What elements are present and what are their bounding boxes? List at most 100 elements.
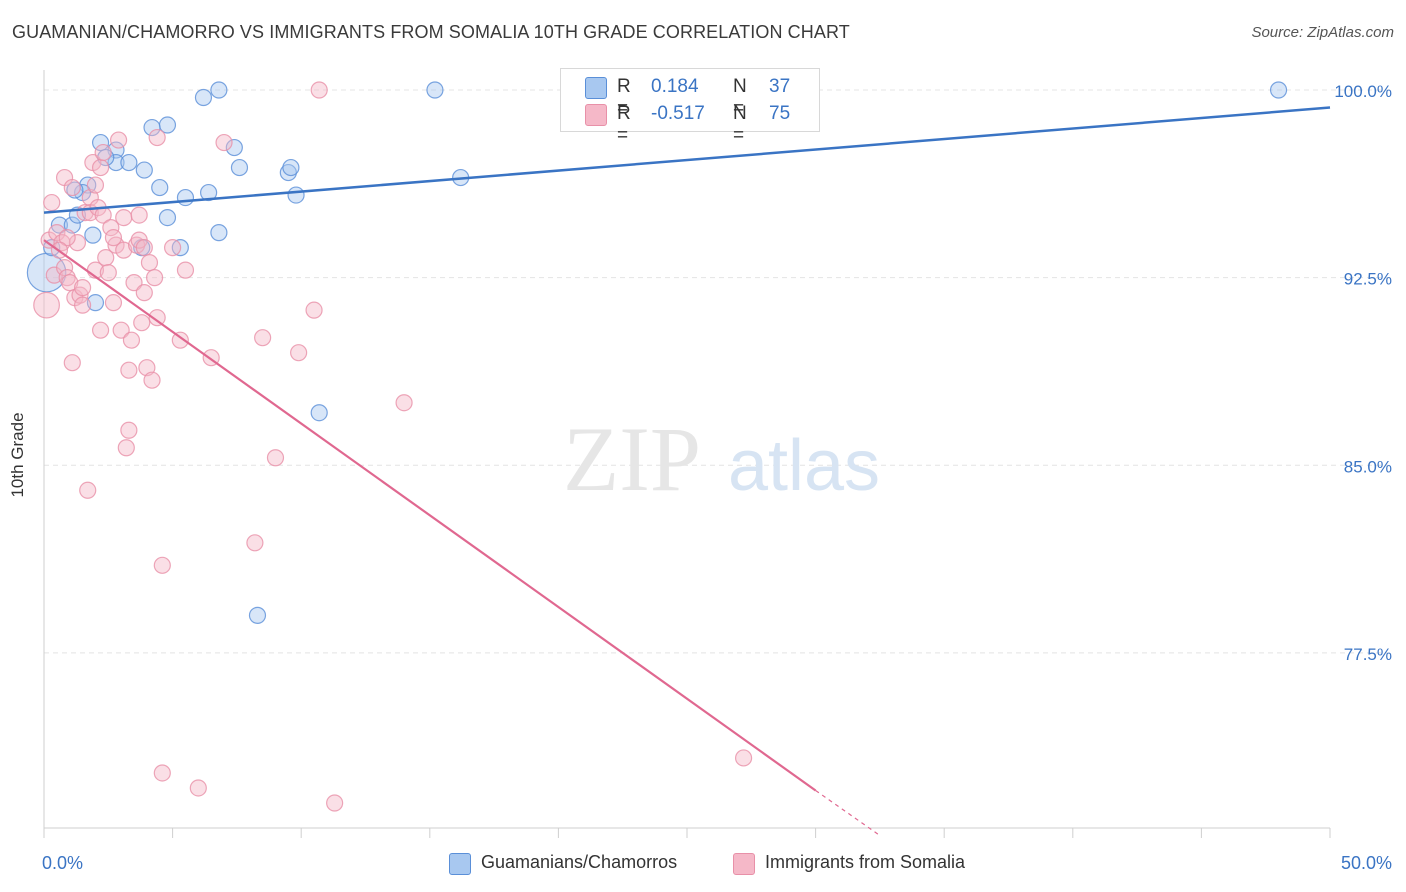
bottom-legend-swatch-pink [733, 853, 755, 875]
guamanian-point [287, 186, 305, 204]
tick-labels: 100.0% 92.5% 85.0% 77.5% 0.0% 50.0% [42, 82, 1392, 873]
watermark: ZIP atlas [563, 408, 880, 510]
somalia-point [246, 534, 264, 552]
guamanian-point [151, 178, 169, 197]
legend-r-value: -0.517 [651, 103, 705, 124]
bottom-legend-label: Guamanians/Chamorros [481, 852, 678, 872]
somalia-point [68, 234, 87, 252]
somalia-point [140, 254, 159, 272]
somalia-point [120, 361, 138, 379]
somalia-point [143, 371, 161, 389]
somalia-point [79, 481, 97, 499]
somalia-point [153, 556, 171, 574]
somalia-point [63, 178, 81, 197]
somalia-point [112, 321, 130, 339]
somalia-trend-line [43, 239, 817, 792]
somalia-point [135, 284, 153, 302]
somalia-point [63, 354, 81, 372]
guamanian-point [310, 404, 328, 422]
somalia-point [109, 131, 128, 149]
guamanian-point [210, 224, 228, 242]
somalia-point [99, 264, 117, 282]
somalia-point [48, 224, 66, 242]
guamanian-point [194, 88, 213, 107]
guamanian-point [282, 158, 300, 177]
somalia-point [310, 81, 328, 99]
legend-r-label: R = [617, 76, 631, 119]
y-tick-label: 100.0% [1334, 82, 1392, 101]
somalia-point [58, 229, 76, 247]
y-tick-label: 92.5% [1344, 270, 1392, 289]
somalia-point [153, 764, 171, 782]
guamanian-point [84, 226, 102, 244]
guamanian-point [135, 161, 153, 179]
somalia-point [91, 158, 110, 177]
chart-title: GUAMANIAN/CHAMORRO VS IMMIGRANTS FROM SO… [12, 22, 850, 42]
somalia-point [102, 219, 120, 237]
somalia-point [290, 344, 308, 362]
somalia-point [148, 128, 166, 147]
somalia-point [171, 331, 189, 349]
y-tick-label: 85.0% [1344, 457, 1392, 476]
axes [43, 70, 1331, 838]
somalia-point [91, 321, 110, 339]
somalia-point [145, 269, 164, 287]
somalia-point [61, 274, 79, 292]
somalia-point [130, 206, 148, 224]
somalia-point [326, 794, 344, 812]
somalia-point [73, 279, 92, 297]
somalia-point [115, 241, 133, 259]
guamanian-point [97, 148, 115, 167]
legend-r-value: 0.184 [651, 76, 699, 97]
legend-swatch-pink [585, 104, 607, 126]
y-axis-label: 10th Grade [8, 412, 27, 498]
legend-n-label: N = [733, 76, 747, 119]
watermark-zip: ZIP [563, 408, 701, 510]
somalia-point [305, 301, 323, 319]
legend-r-label: R = [617, 103, 631, 146]
somalia-trend-line-extension [815, 789, 881, 836]
somalia-point [43, 193, 61, 212]
somalia-point [73, 296, 92, 314]
guamanian-point [158, 208, 177, 227]
somalia-point [122, 331, 141, 349]
guamanian-point [176, 188, 195, 207]
legend-swatch-blue [585, 77, 607, 99]
somalia-point [164, 239, 182, 257]
somalia-point [115, 208, 133, 227]
guamanian-trend-line [43, 106, 1331, 214]
somalia-point [395, 394, 413, 412]
somalia-point [133, 314, 151, 332]
guamanian-point [66, 181, 84, 199]
source-credit: Source: ZipAtlas.com [1251, 24, 1394, 41]
somalia-point [176, 261, 195, 279]
guamanian-point [200, 183, 218, 202]
guamanian-point [230, 158, 249, 177]
somalia-point [104, 229, 123, 247]
data-points [26, 81, 1288, 812]
legend-n-label: N = [733, 103, 747, 146]
y-tick-label: 77.5% [1344, 645, 1392, 664]
trend-lines [43, 106, 1331, 836]
guamanian-point [279, 163, 297, 182]
guamanian-point [143, 118, 161, 137]
somalia-point [215, 133, 233, 152]
somalia-point [189, 779, 207, 797]
somalia-point [58, 269, 76, 287]
guamanian-point [1269, 81, 1288, 99]
somalia-point [117, 439, 135, 457]
somalia-point [33, 291, 60, 319]
guamanian-point [120, 153, 138, 172]
somalia-point [125, 274, 143, 292]
somalia-point [94, 143, 112, 162]
legend-n-value: 75 [769, 103, 791, 124]
guamanian-point [426, 81, 444, 99]
somalia-point [55, 259, 74, 277]
somalia-point [135, 239, 153, 257]
guamanian-point [86, 294, 105, 312]
x-tick-label: 50.0% [1341, 853, 1392, 873]
guamanian-point [248, 606, 267, 624]
guamanian-point [210, 81, 228, 99]
somalia-point [734, 749, 753, 767]
